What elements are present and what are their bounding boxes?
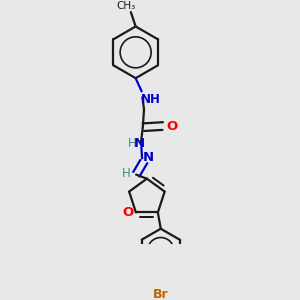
Text: N: N [134, 137, 145, 150]
Text: O: O [123, 206, 134, 219]
Text: H: H [122, 167, 130, 180]
Text: Br: Br [153, 288, 169, 300]
Text: CH₃: CH₃ [116, 1, 136, 11]
Text: O: O [166, 119, 177, 133]
Text: H: H [128, 137, 136, 150]
Text: N: N [143, 151, 154, 164]
Text: NH: NH [141, 93, 161, 106]
